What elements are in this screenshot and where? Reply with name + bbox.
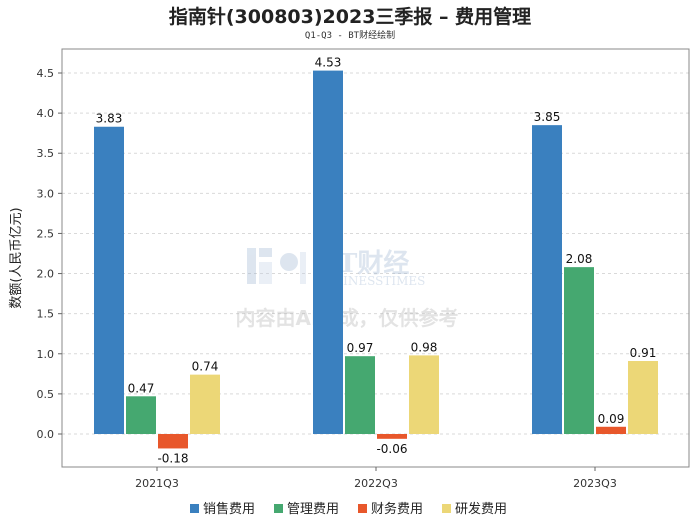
data-label: 0.97	[347, 341, 374, 355]
bar-1-2021Q3	[94, 126, 124, 434]
watermark-brand-en: BUSINESSTIMES	[316, 274, 425, 288]
bar-2-2022Q3	[345, 356, 375, 434]
bar-3-2023Q3	[596, 426, 626, 434]
legend-label: 财务费用	[371, 501, 423, 517]
watermark-logo	[247, 248, 306, 284]
chart-subtitle: Q1-Q3 - BT财经绘制	[304, 31, 396, 41]
chart-title: 指南针(300803)2023三季报 – 费用管理	[168, 6, 532, 28]
legend: 销售费用 管理费用 财务费用 研发费用	[190, 501, 507, 517]
y-tick-label: 2.0	[37, 268, 55, 281]
x-category-label: 2021Q3	[135, 477, 179, 490]
legend-swatch	[274, 504, 283, 513]
y-tick-label: 1.0	[37, 348, 55, 361]
y-tick-label: 3.0	[37, 187, 55, 200]
legend-label: 管理费用	[287, 502, 339, 517]
watermark-notice: 内容由AI生成，仅供参考	[236, 306, 459, 330]
y-tick-label: 2.5	[37, 227, 55, 240]
data-label: 0.91	[630, 346, 657, 360]
bar-2-2023Q3	[564, 267, 594, 434]
data-label: 2.08	[566, 252, 593, 266]
data-label: 0.47	[128, 381, 155, 395]
bars: 3.83 0.47 -0.18 0.74 4.53 0.97 -0.06 0.98 3.85 2.…	[94, 56, 658, 465]
x-category-label: 2023Q3	[573, 477, 617, 490]
y-tick-label: 4.5	[37, 67, 55, 80]
y-tick-label: 0.0	[37, 428, 55, 441]
bar-4-2023Q3	[628, 360, 658, 434]
y-axis-label: 数额(人民币亿元)	[9, 207, 24, 308]
legend-label: 研发费用	[455, 501, 507, 517]
data-label: -0.06	[376, 442, 407, 456]
bar-3-2021Q3	[158, 434, 188, 449]
bar-4-2021Q3	[190, 374, 220, 434]
data-label: 0.09	[598, 412, 625, 426]
x-category-label: 2022Q3	[354, 477, 398, 490]
data-label: 0.98	[411, 340, 438, 354]
data-label: 4.53	[315, 56, 342, 70]
data-label: 3.85	[534, 110, 561, 124]
bar-3-2022Q3	[377, 434, 407, 439]
y-tick-label: 3.5	[37, 147, 55, 160]
y-tick-label: 0.5	[37, 388, 55, 401]
category-labels: 2021Q3 2022Q3 2023Q3	[135, 467, 617, 490]
y-tick-label: 1.5	[37, 308, 55, 321]
legend-swatch	[190, 504, 199, 513]
data-label: 0.74	[192, 360, 219, 374]
data-label: -0.18	[157, 451, 188, 465]
bar-2-2021Q3	[126, 396, 156, 434]
watermark: BT财经 BUSINESSTIMES 内容由AI生成，仅供参考	[236, 248, 459, 330]
legend-swatch	[442, 504, 451, 513]
legend-label: 销售费用	[203, 501, 255, 517]
bar-1-2022Q3	[313, 70, 343, 435]
legend-swatch	[358, 504, 367, 513]
y-tick-label: 4.0	[37, 107, 55, 120]
bar-4-2022Q3	[409, 355, 439, 434]
y-axis: 0.0 0.5 1.0 1.5 2.0 2.5 3.0 3.5 4.0 4.5	[37, 67, 62, 441]
bar-1-2023Q3	[532, 125, 562, 435]
data-label: 3.83	[96, 112, 123, 126]
